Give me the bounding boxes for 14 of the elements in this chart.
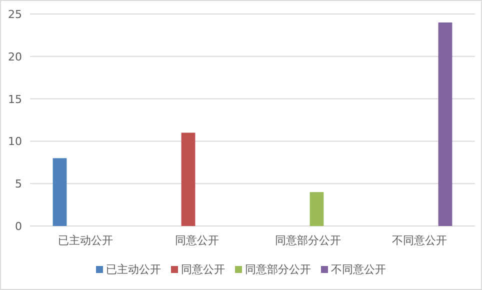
legend-label: 已主动公开 (106, 263, 161, 276)
x-tick-label: 同意公开 (174, 234, 219, 247)
x-tick-label: 已主动公开 (58, 234, 114, 247)
y-tick-label: 10 (8, 135, 22, 148)
y-tick-label: 20 (8, 50, 22, 64)
legend-label: 同意部分公开 (245, 263, 311, 276)
y-tick-label: 5 (15, 178, 22, 191)
y-tick-label: 25 (8, 8, 22, 21)
legend-label: 同意公开 (181, 263, 225, 276)
x-tick-label: 同意部分公开 (275, 234, 342, 247)
y-tick-label: 15 (8, 92, 22, 106)
x-tick-label: 不同意公开 (392, 234, 447, 247)
y-tick-label: 0 (15, 220, 22, 233)
legend-label: 不同意公开 (331, 263, 386, 276)
